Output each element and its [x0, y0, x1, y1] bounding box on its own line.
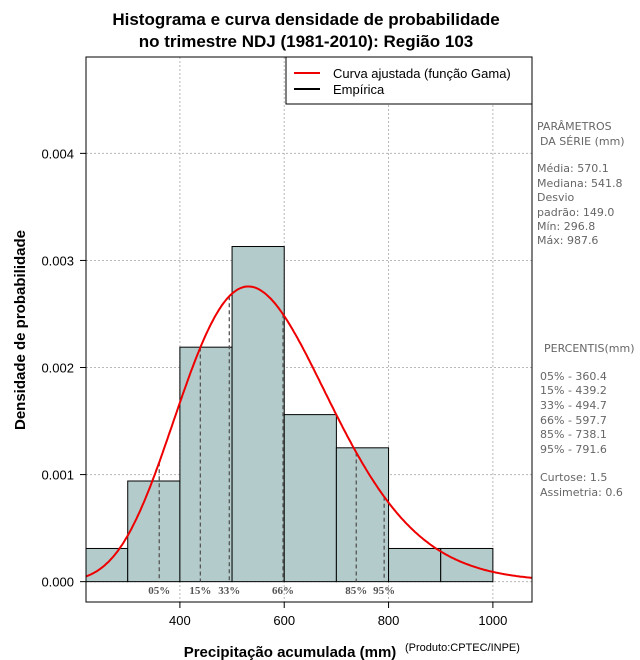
histogram-bar-6 [388, 547, 442, 583]
histogram-bars [85, 246, 494, 583]
legend: Curva ajustada (função Gama) Empírica [285, 56, 533, 105]
chart-title-line-2: no trimestre NDJ (1981-2010): Região 103 [139, 32, 473, 51]
histogram-bar-1 [127, 480, 181, 583]
param-max: Máx: 987.6 [537, 234, 598, 247]
legend-label-empirical: Empírica [333, 82, 385, 97]
side-panel: PARÂMETROS DA SÉRIE (mm) Média: 570.1 Me… [537, 120, 635, 499]
percentile-label-4: 85% [345, 585, 367, 597]
kurtosis: Curtose: 1.5 [540, 471, 607, 484]
gamma-fit-curve [85, 285, 533, 579]
param-min: Mín: 296.8 [537, 220, 595, 233]
histogram-bar-5 [335, 447, 390, 583]
percentile-05: 05% - 360.4 [540, 370, 607, 383]
x-axis: 400 600 800 1000 [169, 602, 507, 628]
y-axis: 0.000 0.001 0.002 0.003 0.004 [41, 146, 86, 590]
percentiles-title: PERCENTIS(mm) [544, 342, 635, 355]
params-title-1: PARÂMETROS [537, 120, 612, 133]
percentile-85: 85% - 738.1 [540, 428, 607, 441]
param-sd-2: padrão: 149.0 [537, 206, 614, 219]
x-tick-label-1: 600 [273, 613, 295, 628]
param-median: Mediana: 541.8 [537, 177, 622, 190]
x-tick-label-0: 400 [169, 613, 191, 628]
x-axis-label: Precipitação acumulada (mm) [184, 644, 397, 660]
x-tick-label-2: 800 [378, 613, 400, 628]
histogram-bar-4 [283, 414, 337, 583]
y-axis-label: Densidade de probabilidade [12, 230, 29, 430]
percentile-66: 66% - 597.7 [540, 414, 607, 427]
y-tick-label-1: 0.001 [41, 468, 74, 483]
percentile-95: 95% - 791.6 [540, 443, 607, 456]
chart-title-line-1: Histograma e curva densidade de probabil… [112, 10, 499, 29]
legend-box [285, 56, 533, 105]
percentile-15: 15% - 439.2 [540, 384, 607, 397]
product-credit: (Produto:CPTEC/INPE) [405, 642, 520, 654]
skewness: Assimetria: 0.6 [540, 486, 623, 499]
percentile-lines: 05% 15% 33% 66% 85% 95% [148, 296, 395, 597]
percentile-label-5: 95% [373, 585, 395, 597]
histogram-bar-3 [231, 246, 285, 583]
percentile-label-2: 33% [218, 585, 240, 597]
y-tick-label-0: 0.000 [41, 575, 74, 590]
y-tick-label-2: 0.002 [41, 361, 74, 376]
x-tick-label-3: 1000 [478, 613, 507, 628]
y-tick-label-3: 0.003 [41, 253, 74, 268]
legend-label-fit: Curva ajustada (função Gama) [333, 66, 511, 81]
percentile-label-0: 05% [148, 585, 170, 597]
param-mean: Média: 570.1 [537, 162, 609, 175]
param-sd-1: Desvio [537, 191, 575, 204]
percentile-label-1: 15% [189, 585, 211, 597]
percentile-33: 33% - 494.7 [540, 399, 607, 412]
percentile-label-3: 66% [272, 585, 294, 597]
y-tick-label-4: 0.004 [41, 146, 74, 161]
params-title-2: DA SÉRIE (mm) [540, 135, 625, 148]
histogram-bar-0 [85, 547, 129, 583]
histogram-bar-2 [179, 346, 233, 583]
